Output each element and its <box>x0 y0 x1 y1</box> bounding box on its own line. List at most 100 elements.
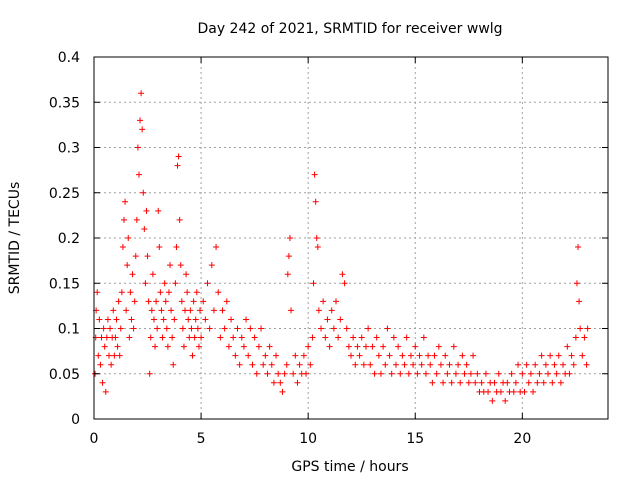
x-tick-label: 20 <box>513 431 531 447</box>
data-point <box>360 361 367 368</box>
data-point <box>365 325 372 332</box>
data-point <box>416 352 423 359</box>
data-point <box>277 379 284 386</box>
data-point <box>429 379 436 386</box>
data-point <box>283 361 290 368</box>
data-point <box>247 325 254 332</box>
data-point <box>153 298 160 305</box>
y-axis-title: SRMTID / TECUs <box>7 182 23 295</box>
data-point <box>551 361 558 368</box>
data-point <box>273 352 280 359</box>
data-point <box>176 216 183 223</box>
data-point <box>495 370 502 377</box>
data-point <box>555 352 562 359</box>
y-tick-labels: 0 0.05 0.1 0.15 0.2 0.25 0.3 0.35 0.4 <box>49 50 80 428</box>
data-point <box>572 334 579 341</box>
data-point <box>502 397 509 404</box>
data-point <box>134 144 141 151</box>
data-point <box>198 334 205 341</box>
data-point <box>328 307 335 314</box>
data-point <box>288 307 295 314</box>
data-point <box>185 316 192 323</box>
data-point <box>177 262 184 269</box>
data-point <box>440 379 447 386</box>
data-point <box>532 361 539 368</box>
data-point <box>170 361 177 368</box>
data-point <box>100 325 107 332</box>
data-point <box>167 262 174 269</box>
data-point <box>538 352 545 359</box>
data-point <box>573 280 580 287</box>
data-point <box>156 244 163 251</box>
data-point <box>194 325 201 332</box>
data-point <box>143 207 150 214</box>
data-point <box>139 126 146 133</box>
data-point <box>557 379 564 386</box>
data-point <box>311 171 318 178</box>
data-point <box>145 298 152 305</box>
data-point <box>210 307 217 314</box>
data-point <box>171 316 178 323</box>
data-point <box>190 298 197 305</box>
data-point <box>195 343 202 350</box>
data-point <box>268 361 275 368</box>
data-point <box>113 316 120 323</box>
data-point <box>94 289 101 296</box>
data-point <box>369 343 376 350</box>
data-point <box>154 325 161 332</box>
data-point <box>215 289 222 296</box>
grid-lines <box>94 57 608 419</box>
data-point <box>146 370 153 377</box>
data-point <box>180 343 187 350</box>
data-point <box>380 343 387 350</box>
data-point <box>373 334 380 341</box>
data-point <box>583 361 590 368</box>
data-point <box>508 370 515 377</box>
chart-title: Day 242 of 2021, SRMTID for receiver wwl… <box>197 21 502 37</box>
y-tick-label: 0.4 <box>58 50 80 66</box>
data-point <box>165 289 172 296</box>
data-point <box>279 388 286 395</box>
data-point <box>168 307 175 314</box>
data-point <box>305 343 312 350</box>
data-point <box>172 280 179 287</box>
data-point <box>243 316 250 323</box>
data-point <box>485 388 492 395</box>
data-point <box>309 334 316 341</box>
data-point <box>444 370 451 377</box>
data-point <box>442 352 449 359</box>
data-point <box>155 207 162 214</box>
data-point <box>111 352 118 359</box>
data-point <box>470 352 477 359</box>
data-point <box>343 325 350 332</box>
data-point <box>354 343 361 350</box>
data-point <box>158 307 165 314</box>
data-point <box>147 334 154 341</box>
data-point <box>187 307 194 314</box>
data-point <box>110 307 117 314</box>
data-point <box>384 325 391 332</box>
x-tick-label: 5 <box>197 431 206 447</box>
y-tick-label: 0.15 <box>49 276 80 292</box>
data-point <box>392 361 399 368</box>
data-point <box>98 334 105 341</box>
data-point <box>341 280 348 287</box>
data-point <box>175 153 182 160</box>
data-point <box>178 298 185 305</box>
data-point <box>162 298 169 305</box>
data-point <box>547 352 554 359</box>
data-point <box>540 379 547 386</box>
data-point <box>232 352 239 359</box>
data-point <box>148 307 155 314</box>
data-point <box>208 262 215 269</box>
data-point <box>236 361 243 368</box>
data-point <box>322 334 329 341</box>
data-point <box>326 343 333 350</box>
data-point <box>545 370 552 377</box>
data-point <box>339 271 346 278</box>
x-tick-label: 15 <box>406 431 424 447</box>
data-point <box>542 361 549 368</box>
data-point <box>217 334 224 341</box>
data-point <box>258 325 265 332</box>
data-point <box>412 343 419 350</box>
